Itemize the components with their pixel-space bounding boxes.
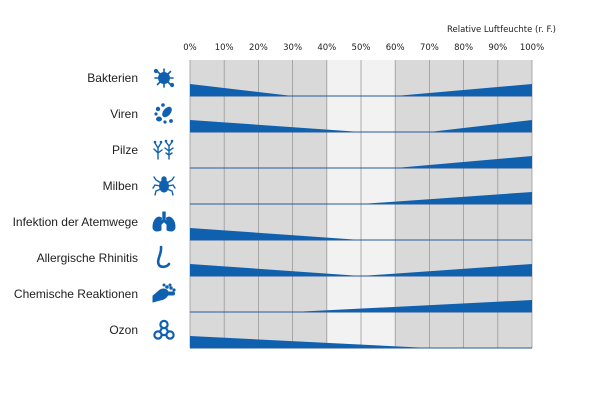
low-humidity-wedge [190, 120, 361, 132]
lungs-icon [152, 211, 176, 232]
row-label: Pilze [112, 143, 138, 157]
row-label: Milben [103, 179, 138, 193]
chart-title: Relative Luftfeuchte (r. F.) [446, 25, 556, 35]
row-label: Bakterien [87, 71, 138, 85]
high-humidity-wedge [361, 264, 532, 276]
virus-icon [154, 103, 174, 124]
chemical-reaction-icon [152, 283, 176, 303]
mites-icon [152, 176, 176, 196]
low-humidity-wedge [190, 84, 293, 96]
nose-icon [156, 245, 171, 269]
low-humidity-wedge [190, 264, 361, 276]
x-tick-label: 50% [352, 43, 371, 53]
x-tick-label: 20% [249, 43, 268, 53]
bacteria-icon [153, 68, 175, 88]
fungi-icon [152, 138, 175, 160]
row-label: Allergische Rhinitis [37, 251, 138, 265]
x-tick-label: 0% [183, 43, 197, 53]
x-tick-label: 10% [215, 43, 234, 53]
high-humidity-wedge [429, 120, 532, 132]
row-label: Viren [110, 107, 138, 121]
x-tick-label: 90% [488, 43, 507, 53]
row-label: Infektion der Atemwege [13, 215, 139, 229]
high-humidity-wedge [395, 84, 532, 96]
x-tick-label: 100% [520, 43, 544, 53]
row-label: Ozon [109, 323, 138, 337]
x-tick-label: 70% [420, 43, 439, 53]
high-humidity-wedge [361, 192, 532, 204]
x-tick-label: 30% [283, 43, 302, 53]
low-humidity-wedge [190, 228, 361, 240]
high-humidity-wedge [395, 156, 532, 168]
high-humidity-wedge [292, 300, 532, 312]
x-tick-label: 40% [317, 43, 336, 53]
x-tick-label: 60% [386, 43, 405, 53]
x-tick-label: 80% [454, 43, 473, 53]
ozone-icon [153, 319, 175, 340]
low-humidity-wedge [190, 336, 430, 348]
row-label: Chemische Reaktionen [14, 287, 138, 301]
